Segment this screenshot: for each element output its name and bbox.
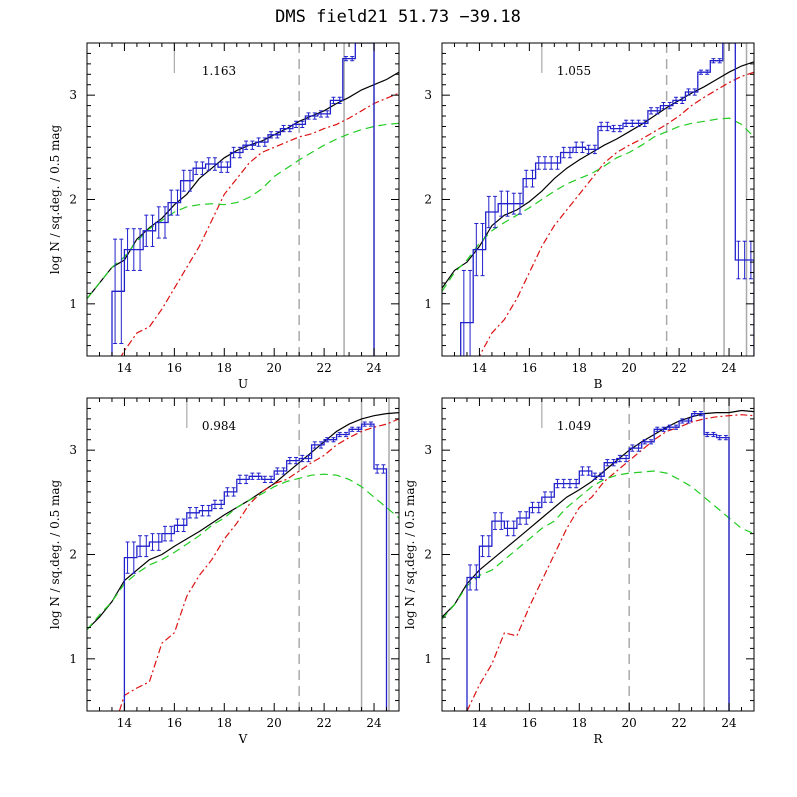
x-tick-label: 20 [267,716,282,730]
x-tick-label: 18 [217,361,232,375]
model-green-line [87,473,399,630]
plot-frame [86,42,400,357]
model-red-line [466,414,754,711]
plot-area [87,43,399,356]
y-tick-label: 2 [69,193,77,207]
x-tick-label: 16 [167,361,182,375]
model-total-line [87,412,399,631]
y-tick-label: 2 [69,548,77,562]
model-red-line [478,71,754,356]
counts-histogram [460,43,754,356]
y-axis-label: log N / sq.deg. / 0.5 mag [48,124,62,274]
y-tick-label: 3 [424,88,432,102]
x-tick-label: 22 [671,716,686,730]
model-green-line [442,470,754,620]
model-total-line [442,409,754,618]
x-tick-label: 24 [721,716,737,730]
y-tick-label: 2 [424,548,432,562]
x-axis-label: B [594,377,603,391]
x-tick-label: 14 [472,361,488,375]
x-tick-label: 22 [671,361,686,375]
figure-title: DMS field21 51.73 −39.18 [275,7,521,27]
model-total-line [442,61,754,289]
model-red-line [120,92,399,356]
counts-histogram [466,412,730,711]
plot-area [442,398,754,711]
counts-histogram [123,423,388,711]
model-green-line [87,122,399,299]
x-tick-label: 14 [117,716,133,730]
y-axis-label: log N / sq.deg. / 0.5 mag [48,479,62,629]
y-tick-label: 1 [69,297,77,311]
ratio-annotation: 1.049 [557,419,591,433]
counts-histogram [111,43,375,356]
x-tick-label: 16 [167,716,182,730]
x-tick-label: 16 [522,716,537,730]
x-tick-label: 24 [366,361,382,375]
x-tick-label: 18 [572,716,587,730]
ratio-annotation: 1.163 [202,64,236,78]
ratio-annotation: 0.984 [202,419,237,433]
x-tick-label: 24 [721,361,737,375]
panel-b: 14 16 18 20 22 24 1 2 3 B 1.055 [424,42,755,391]
plot-area [87,398,399,711]
y-tick-label: 3 [69,443,77,457]
x-tick-label: 20 [622,361,637,375]
y-tick-label: 1 [424,652,432,666]
y-tick-label: 1 [424,297,432,311]
x-axis-label: R [593,732,603,746]
model-green-line [442,117,754,292]
x-axis-label: U [238,377,248,391]
y-tick-label: 2 [424,193,432,207]
x-axis-label: V [238,732,248,746]
x-tick-label: 24 [366,716,382,730]
x-tick-label: 22 [316,361,331,375]
y-axis-label: log N / sq.deg. / 0.5 mag [403,479,417,629]
y-tick-label: 3 [424,443,432,457]
plot-area [442,43,754,356]
x-tick-label: 18 [217,716,232,730]
x-tick-label: 18 [572,361,587,375]
x-tick-label: 14 [472,716,488,730]
y-tick-label: 3 [69,88,77,102]
model-red-line [118,418,399,711]
ratio-annotation: 1.055 [557,64,591,78]
x-tick-label: 14 [117,361,133,375]
x-tick-label: 16 [522,361,537,375]
x-tick-label: 20 [267,361,282,375]
x-tick-label: 20 [622,716,637,730]
y-tick-label: 1 [69,652,77,666]
x-tick-label: 22 [316,716,331,730]
